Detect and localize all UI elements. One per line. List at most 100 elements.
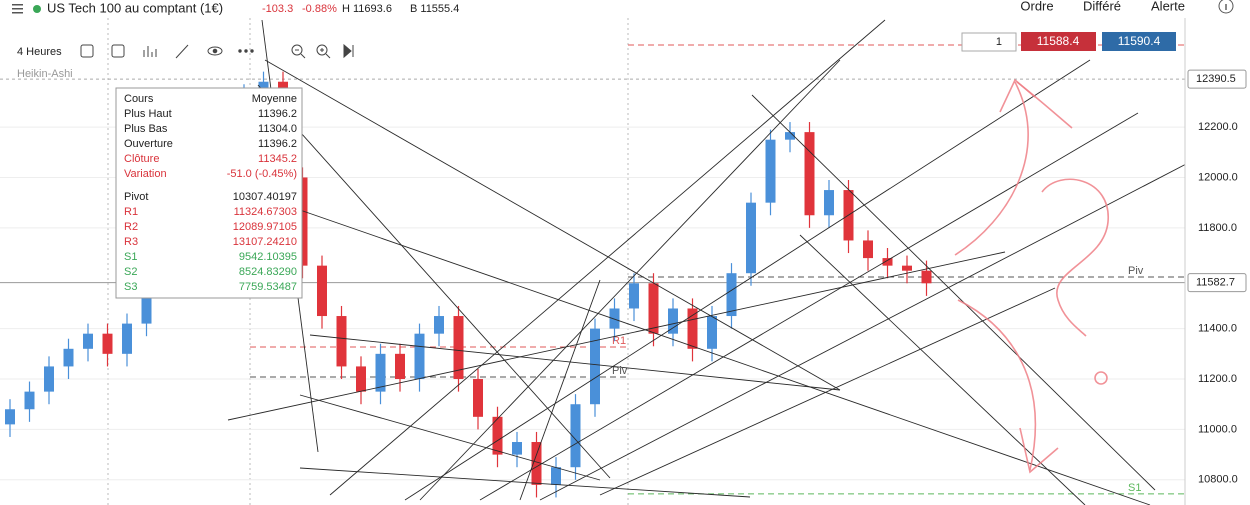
panel-value: 11345.2 <box>258 153 297 165</box>
info-panel: Cours Moyenne Plus Haut 11396.2 Plus Bas 1130… <box>115 87 303 299</box>
pivot-label: S1 <box>1128 482 1141 494</box>
candle-body <box>921 270 932 284</box>
status-dot <box>33 5 41 13</box>
order-button[interactable]: Ordre <box>1020 0 1053 13</box>
pivot-name: Pivot <box>124 191 148 203</box>
buy-button[interactable] <box>1102 32 1176 51</box>
pivot-label: Piv <box>1128 265 1144 277</box>
candle-body <box>83 333 93 349</box>
candle-body <box>687 308 698 349</box>
candle-body <box>356 366 366 392</box>
panel-label: Clôture <box>124 153 159 165</box>
instrument: US Tech 100 au comptant (1€) <box>47 0 223 15</box>
y-tick-label: 11800.0 <box>1198 222 1237 234</box>
candle-body <box>902 265 912 271</box>
pivot-name: R1 <box>124 206 138 218</box>
candle-body <box>590 328 600 405</box>
candle-body <box>102 333 113 354</box>
candle-body <box>24 391 35 410</box>
panel-header: Moyenne <box>252 93 297 105</box>
candle-body <box>5 409 15 425</box>
pivot-value: 8524.83290 <box>239 266 297 278</box>
pivot-value: 12089.97105 <box>233 221 297 233</box>
price-axis <box>1185 18 1250 505</box>
y-tick-label: 12000.0 <box>1198 171 1238 183</box>
candle-body <box>629 283 639 309</box>
panel-label: Plus Haut <box>124 108 172 120</box>
panel-label: Variation <box>124 168 167 180</box>
candle-body <box>395 353 405 380</box>
candle-body <box>317 265 327 317</box>
pivot-value: 13107.24210 <box>233 236 297 248</box>
pivot-name: S1 <box>124 251 137 263</box>
price-tag-label: 12390.5 <box>1196 73 1236 85</box>
candle-body <box>414 333 425 380</box>
pivot-name: S3 <box>124 281 137 293</box>
panel-value: 11304.0 <box>258 123 297 135</box>
candle-body <box>512 442 522 455</box>
panel-value: -51.0 (-0.45%) <box>227 168 297 180</box>
pivot-value: 9542.10395 <box>239 251 297 263</box>
pivot-name: R3 <box>124 236 138 248</box>
quantity-input[interactable] <box>961 32 1017 52</box>
price-tag-label: 11582.7 <box>1196 277 1235 289</box>
candle-body <box>648 283 659 334</box>
candle-body <box>551 467 561 485</box>
candle-body <box>707 316 717 349</box>
y-tick-label: 12200.0 <box>1198 121 1238 133</box>
y-tick-label: 10800.0 <box>1198 474 1238 486</box>
toolbar-icons[interactable] <box>80 43 354 59</box>
quantity[interactable]: 1 <box>996 36 1002 48</box>
candle-body <box>785 132 795 140</box>
panel-header: Cours <box>124 93 154 105</box>
timeframe[interactable]: 4 Heures <box>17 46 62 58</box>
panel-label: Ouverture <box>124 138 173 150</box>
y-tick-label: 11200.0 <box>1198 373 1237 385</box>
info-button[interactable] <box>1218 0 1234 14</box>
buy-price[interactable]: 11590.4 <box>1118 34 1161 48</box>
top-bar <box>0 0 1250 18</box>
candle-body <box>122 323 132 354</box>
pivot-value: 11324.67303 <box>234 206 297 218</box>
day-low: B 11555.4 <box>410 3 459 15</box>
info-panel-box <box>115 87 303 299</box>
deferred-button[interactable]: Différé <box>1083 0 1121 13</box>
candle-body <box>746 202 756 274</box>
candle-body <box>492 416 503 455</box>
candle-body <box>570 404 581 468</box>
candle-body <box>804 132 815 216</box>
hand-drawing <box>954 78 1109 474</box>
candle-body <box>726 273 737 317</box>
price-tag <box>1187 69 1247 89</box>
pivot-label: R1 <box>612 335 626 347</box>
candle-body <box>765 139 776 203</box>
candle-body <box>336 316 347 367</box>
price-tag <box>1187 273 1247 293</box>
sell-button[interactable] <box>1021 32 1096 51</box>
candle-body <box>63 348 74 367</box>
menu-icon[interactable] <box>12 4 23 14</box>
candle-body <box>44 366 54 392</box>
candle-body <box>882 258 893 266</box>
alert-button[interactable]: Alerte <box>1151 0 1185 13</box>
candle-body <box>824 190 834 216</box>
pivot-value: 7759.53487 <box>239 281 297 293</box>
candle-body <box>141 278 152 324</box>
panel-value: 11396.2 <box>258 138 297 150</box>
pivot-name: R2 <box>124 221 138 233</box>
sell-price[interactable]: 11588.4 <box>1037 34 1080 48</box>
candle-body <box>434 316 444 334</box>
panel-value: 11396.2 <box>258 108 297 120</box>
trend-lines <box>227 19 1191 505</box>
candle-body <box>668 308 678 334</box>
pivot-value: 10307.40197 <box>233 191 297 203</box>
day-high: H 11693.6 <box>342 3 392 15</box>
change: -103.3 <box>262 3 293 15</box>
chart-style: Heikin-Ashi <box>17 68 73 80</box>
panel-label: Plus Bas <box>124 123 168 135</box>
candle-body <box>609 308 620 329</box>
candle-body <box>473 379 483 417</box>
pivot-name: S2 <box>124 266 137 278</box>
y-tick-label: 11400.0 <box>1198 323 1237 335</box>
